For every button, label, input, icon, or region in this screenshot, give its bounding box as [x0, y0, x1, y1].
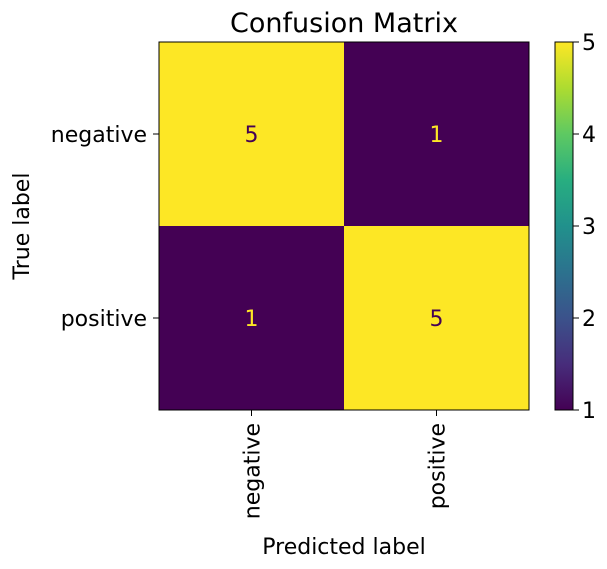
cell-value-label: 5	[245, 123, 259, 148]
heatmap-cell-positive-negative	[159, 226, 344, 410]
heatmap-cell-labels: 5 1 1 5	[245, 123, 444, 332]
x-tick-label: negative	[241, 423, 266, 519]
colorbar-tick-label: 5	[582, 31, 596, 56]
colorbar-tick-label: 3	[582, 215, 596, 240]
colorbar-tick-label: 2	[582, 307, 596, 332]
x-tick-label: positive	[426, 423, 451, 509]
cell-value-label: 1	[430, 123, 444, 148]
heatmap-cell-positive-positive	[344, 226, 529, 410]
x-axis-ticks: negative positive	[241, 410, 451, 519]
y-axis-ticks: negative positive	[51, 123, 159, 332]
y-tick-label: negative	[51, 123, 147, 148]
colorbar-tick-label: 4	[582, 123, 596, 148]
plot-frame	[158, 41, 530, 411]
cell-value-label: 5	[430, 307, 444, 332]
colorbar-ticks: 1 2 3 4 5	[573, 31, 596, 424]
cell-value-label: 1	[245, 307, 259, 332]
x-axis-label: Predicted label	[262, 535, 425, 560]
colorbar-tick-label: 1	[582, 399, 596, 424]
heatmap-cell-negative-negative	[159, 42, 344, 226]
y-axis-label: True label	[10, 173, 35, 281]
chart-title: Confusion Matrix	[230, 8, 458, 39]
heatmap-cells	[159, 42, 529, 410]
heatmap-cell-negative-positive	[344, 42, 529, 226]
y-tick-label: positive	[61, 307, 147, 332]
colorbar	[554, 41, 574, 411]
